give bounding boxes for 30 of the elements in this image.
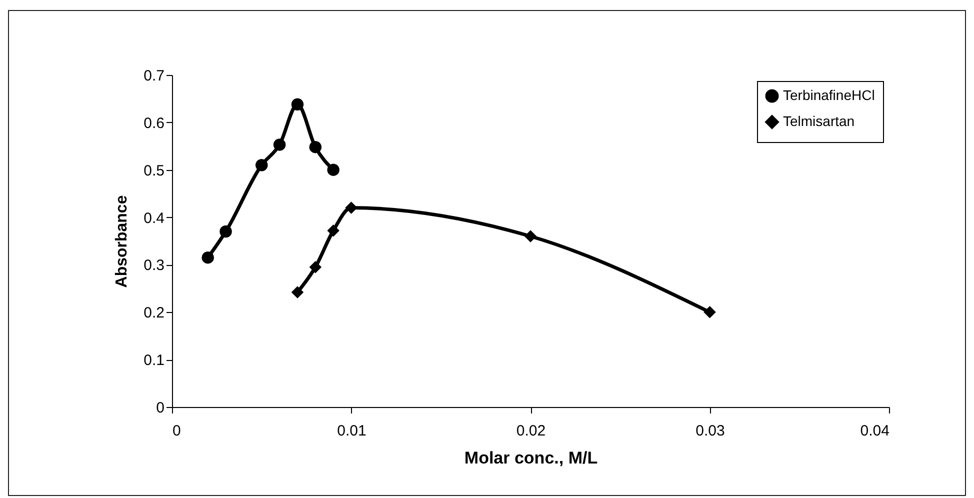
x-tick-label: 0.02 [516, 422, 546, 440]
point [309, 140, 322, 154]
y-tick-label: 0.4 [144, 210, 164, 227]
y-tick-label: 0.3 [144, 257, 164, 274]
point [345, 202, 358, 214]
point [291, 98, 304, 111]
point [704, 306, 716, 318]
point [202, 251, 214, 264]
legend-label: Telmisartan [783, 113, 855, 129]
x-tick-label: 0.01 [337, 422, 366, 440]
legend-label: TerbinafineHCl [783, 87, 875, 103]
point [220, 225, 232, 238]
y-tick-label: 0.7 [144, 68, 164, 84]
x-tick-label: 0.03 [696, 422, 725, 440]
point [291, 286, 304, 298]
y-tick-label: 0.5 [144, 162, 164, 180]
y-tick-label: 0 [156, 400, 164, 416]
point [327, 164, 340, 176]
x-axis-title: Molar conc., M/L [464, 448, 598, 468]
y-axis-title: Absorbance [114, 195, 131, 288]
point [256, 159, 268, 172]
y-tick-label: 0.6 [144, 114, 164, 132]
y-tick-label: 0.1 [144, 352, 164, 370]
point [524, 230, 537, 242]
x-tick-label: 0.04 [860, 422, 890, 440]
y-tick-label: 0.2 [144, 304, 164, 322]
x-tick-label: 0 [172, 422, 181, 440]
point [273, 138, 286, 151]
point [327, 224, 340, 237]
point [309, 260, 322, 274]
